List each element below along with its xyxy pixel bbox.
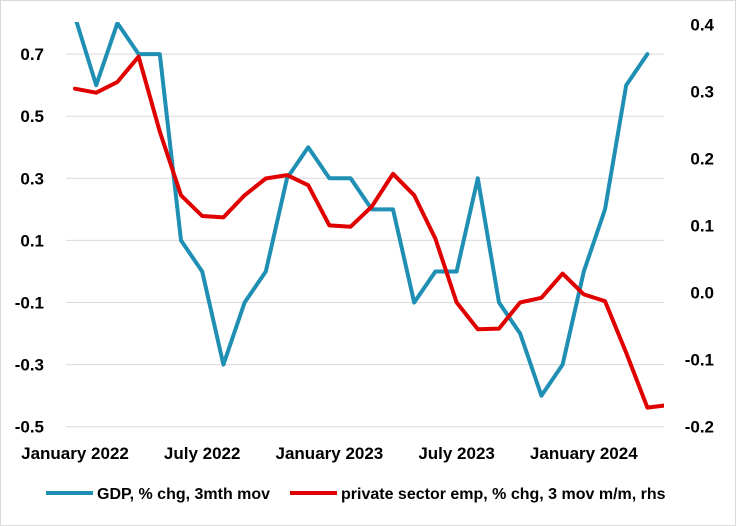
right-tick-label: 0.1 [690,216,714,235]
left-tick-label: 0.1 [20,231,44,250]
right-tick-label: 0.4 [690,15,714,34]
left-tick-label: -0.3 [15,356,44,375]
left-tick-label: -0.5 [15,418,44,437]
gdp-series-line [74,22,650,398]
legend: GDP, % chg, 3mth mov private sector emp,… [46,486,666,503]
left-tick-label: -0.1 [15,294,44,313]
legend-label-private-emp: private sector emp, % chg, 3 mov m/m, rh… [341,486,666,503]
right-tick-label: 0.3 [690,82,714,101]
left-tick-label: 0.7 [20,45,44,64]
left-tick-label: 0.3 [20,169,44,188]
x-tick-label: January 2022 [21,444,129,463]
right-tick-label: -0.1 [685,350,714,369]
left-tick-label: 0.5 [20,107,44,126]
x-tick-label: January 2024 [530,444,638,463]
right-tick-label: -0.2 [685,417,714,436]
x-tick-label: July 2023 [418,444,495,463]
series-lines [73,22,664,410]
legend-label-gdp: GDP, % chg, 3mth mov [97,486,270,503]
right-tick-label: 0.2 [690,149,714,168]
left-axis-ticks: -0.5 -0.3 -0.1 0.1 0.3 0.5 0.7 [15,45,44,437]
private-emp-series-line [73,54,664,410]
right-tick-label: 0.0 [690,283,714,302]
x-axis-ticks: January 2022 July 2022 January 2023 July 20… [21,444,638,463]
x-tick-label: January 2023 [276,444,384,463]
x-tick-label: July 2022 [164,444,241,463]
right-axis-ticks: -0.2 -0.1 0.0 0.1 0.2 0.3 0.4 [685,15,715,436]
